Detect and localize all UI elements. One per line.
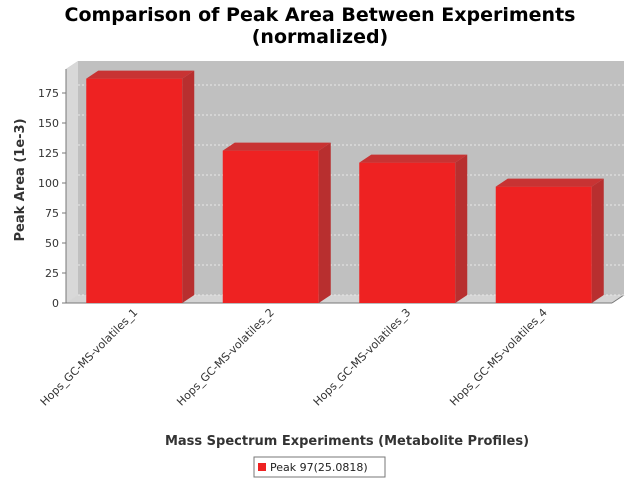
bar-top: [86, 70, 195, 79]
bar-side: [455, 154, 468, 303]
y-tick-label: 25: [45, 267, 59, 280]
bar-side: [591, 178, 604, 303]
y-tick-label: 175: [38, 87, 59, 100]
y-tick-label: 125: [38, 147, 59, 160]
bar: [359, 162, 456, 303]
chart-title: Comparison of Peak Area Between Experime…: [65, 4, 576, 26]
y-axis-label: Peak Area (1e-3): [13, 118, 28, 241]
y-tick-label: 50: [45, 237, 59, 250]
bar-top: [222, 142, 331, 151]
plot-floor: [66, 295, 624, 303]
x-tick-label: Hops_GC-MS-volatiles_1: [38, 306, 141, 409]
x-tick-label: Hops_GC-MS-volatiles_4: [447, 306, 550, 409]
y-tick-label: 75: [45, 207, 59, 220]
bar: [86, 78, 183, 303]
bar-side: [182, 70, 195, 303]
legend-box: [253, 456, 386, 478]
legend-swatch: [258, 463, 266, 471]
legend: Peak 97(25.0818): [253, 456, 386, 478]
chart-subtitle: (normalized): [252, 26, 389, 48]
legend-label: Peak 97(25.0818): [270, 461, 368, 474]
bar: [222, 150, 319, 303]
x-tick-label: Hops_GC-MS-volatiles_3: [311, 306, 414, 409]
x-axis-label: Mass Spectrum Experiments (Metabolite Pr…: [165, 434, 529, 449]
bar: [495, 186, 592, 303]
y-tick-label: 100: [38, 177, 59, 190]
y-tick-label: 0: [52, 297, 59, 310]
x-tick-label: Hops_GC-MS-volatiles_2: [174, 306, 277, 409]
plot-side-wall: [66, 61, 78, 303]
bar-top: [359, 154, 468, 163]
y-tick-label: 150: [38, 117, 59, 130]
plot-area: 0 25 50 75 100 125 150 175 Hops_GC-MS-volatiles_…: [38, 61, 625, 409]
bar-top: [495, 178, 604, 187]
bar-side: [318, 142, 331, 303]
x-axis-end-line: [611, 294, 625, 304]
